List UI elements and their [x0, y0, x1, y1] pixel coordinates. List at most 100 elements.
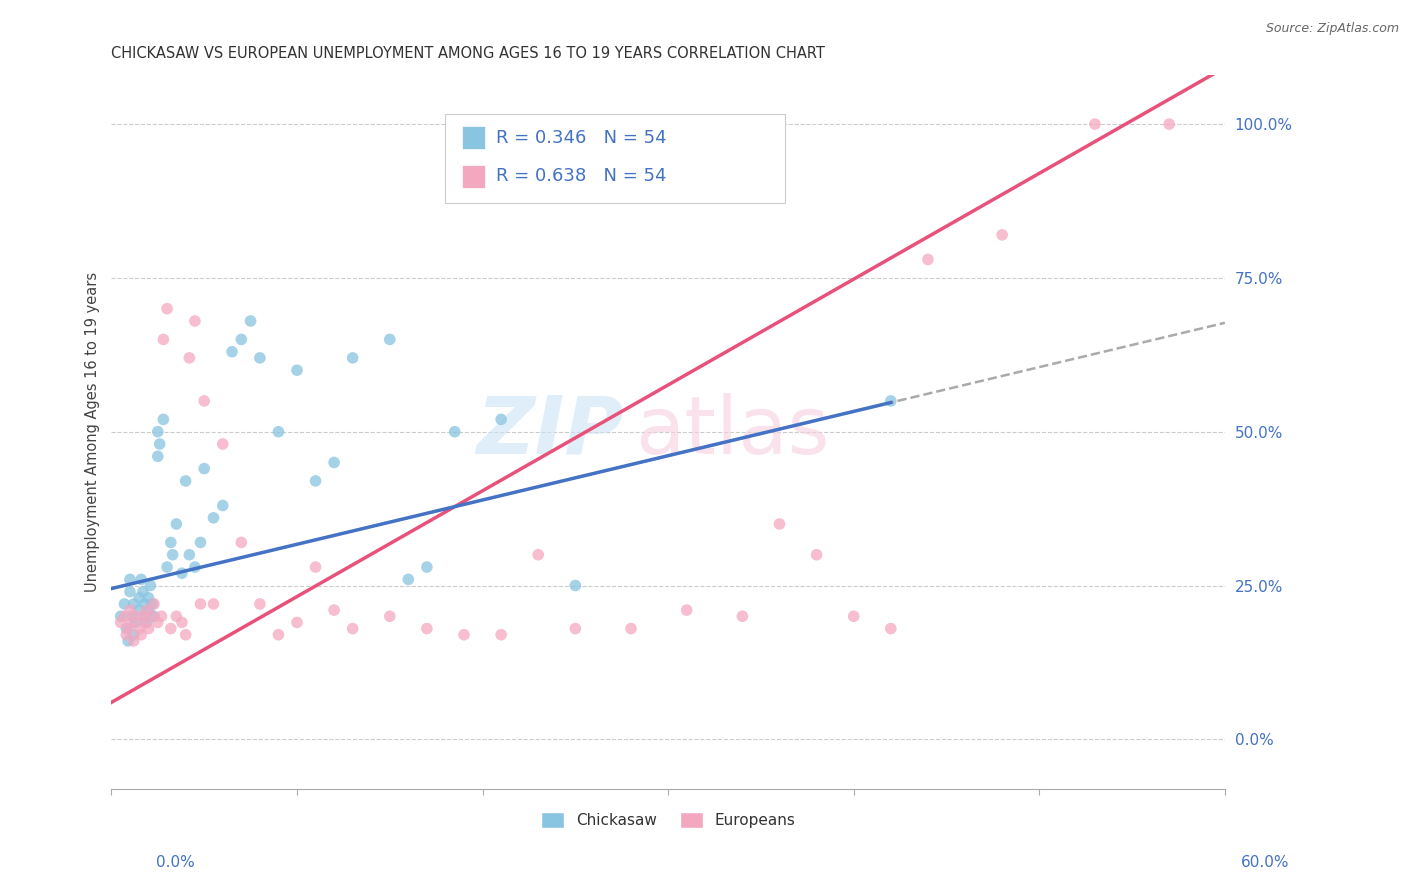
Point — [564, 622, 586, 636]
Point — [211, 437, 233, 451]
Point — [342, 351, 364, 365]
Point — [138, 622, 160, 636]
Point — [143, 597, 166, 611]
Point — [134, 609, 156, 624]
Point — [170, 615, 193, 630]
Point — [128, 603, 150, 617]
Point — [184, 314, 207, 328]
Point — [991, 227, 1014, 242]
Point — [917, 252, 939, 267]
Point — [170, 566, 193, 581]
Point — [249, 351, 271, 365]
Point — [323, 455, 346, 469]
Point — [416, 622, 439, 636]
Point — [128, 622, 150, 636]
Point — [193, 393, 215, 408]
Point — [118, 573, 141, 587]
FancyBboxPatch shape — [463, 127, 485, 149]
Point — [156, 301, 179, 316]
Point — [112, 609, 135, 624]
Point — [112, 597, 135, 611]
Point — [1159, 117, 1181, 131]
Point — [396, 573, 419, 587]
Point — [128, 591, 150, 605]
Point — [143, 609, 166, 624]
Point — [132, 584, 155, 599]
Point — [159, 622, 181, 636]
Point — [342, 622, 364, 636]
Text: 60.0%: 60.0% — [1241, 855, 1289, 870]
Point — [134, 597, 156, 611]
Point — [122, 628, 145, 642]
Point — [231, 535, 253, 549]
Point — [378, 333, 401, 347]
Point — [124, 615, 146, 630]
Point — [211, 499, 233, 513]
Y-axis label: Unemployment Among Ages 16 to 19 years: Unemployment Among Ages 16 to 19 years — [86, 272, 100, 591]
Point — [124, 609, 146, 624]
Point — [117, 633, 139, 648]
Point — [135, 603, 157, 617]
FancyBboxPatch shape — [446, 114, 785, 203]
Legend: Chickasaw, Europeans: Chickasaw, Europeans — [534, 806, 801, 834]
Point — [453, 628, 475, 642]
Text: R = 0.346   N = 54: R = 0.346 N = 54 — [496, 128, 666, 146]
Point — [564, 578, 586, 592]
Point — [156, 560, 179, 574]
Point — [118, 584, 141, 599]
Point — [121, 609, 143, 624]
Point — [489, 628, 512, 642]
Point — [146, 615, 169, 630]
Point — [174, 628, 197, 642]
Point — [184, 560, 207, 574]
Point — [285, 363, 308, 377]
Point — [1084, 117, 1107, 131]
Point — [115, 628, 138, 642]
Point — [193, 461, 215, 475]
Point — [110, 609, 132, 624]
Point — [285, 615, 308, 630]
Point — [202, 597, 225, 611]
Point — [190, 597, 212, 611]
Point — [880, 622, 903, 636]
Point — [267, 628, 290, 642]
Point — [527, 548, 550, 562]
Point — [117, 622, 139, 636]
Point — [146, 425, 169, 439]
Point — [152, 412, 174, 426]
Point — [675, 603, 697, 617]
Point — [239, 314, 262, 328]
Point — [249, 597, 271, 611]
Point — [110, 615, 132, 630]
Point — [304, 560, 326, 574]
Point — [174, 474, 197, 488]
Point — [880, 393, 903, 408]
Point — [162, 548, 184, 562]
Point — [132, 609, 155, 624]
Point — [416, 560, 439, 574]
Point — [768, 516, 790, 531]
Point — [620, 622, 643, 636]
Point — [489, 412, 512, 426]
Point — [129, 573, 152, 587]
Point — [842, 609, 865, 624]
Point — [121, 615, 143, 630]
Point — [378, 609, 401, 624]
Text: atlas: atlas — [634, 392, 830, 471]
Point — [135, 615, 157, 630]
Point — [129, 628, 152, 642]
Point — [443, 425, 465, 439]
Point — [202, 511, 225, 525]
Text: R = 0.638   N = 54: R = 0.638 N = 54 — [496, 167, 666, 186]
FancyBboxPatch shape — [463, 165, 485, 187]
Point — [141, 609, 163, 624]
Point — [122, 597, 145, 611]
Point — [179, 351, 201, 365]
Point — [165, 516, 187, 531]
Point — [134, 615, 156, 630]
Point — [141, 597, 163, 611]
Point — [221, 344, 243, 359]
Point — [267, 425, 290, 439]
Point — [139, 578, 162, 592]
Point — [159, 535, 181, 549]
